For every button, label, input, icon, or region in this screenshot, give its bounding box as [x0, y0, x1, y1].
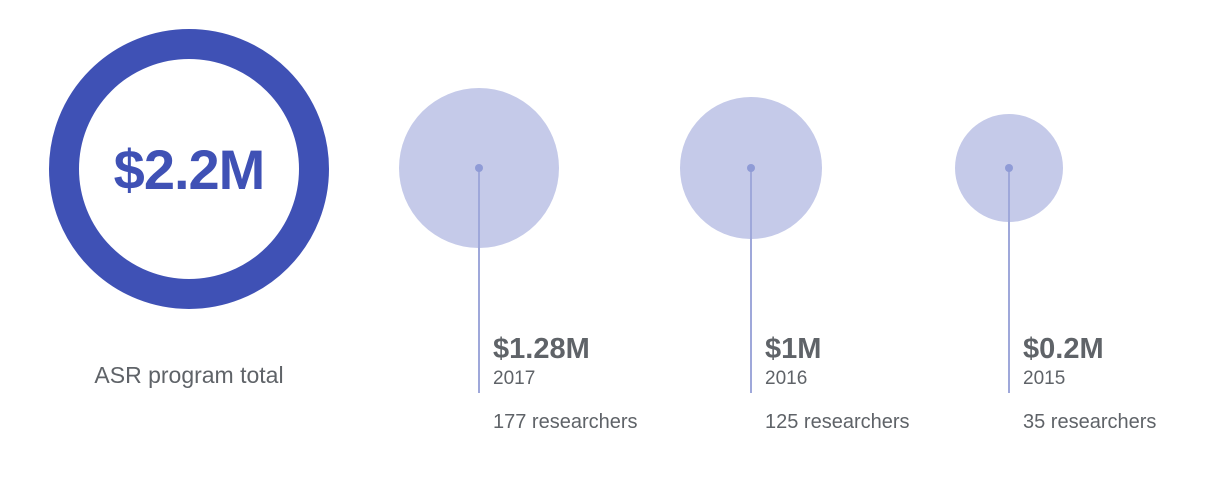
- label-block-2016: $1M 2016: [765, 332, 821, 392]
- total-ring: $2.2M: [49, 29, 329, 309]
- year-label-2016: 2016: [765, 368, 808, 389]
- total-label: ASR program total: [94, 362, 284, 388]
- dot-2016: [747, 164, 755, 172]
- researchers-label-2015: 35 researchers: [1023, 411, 1157, 433]
- year-label-2017: 2017: [493, 368, 536, 389]
- year-label-2015: 2015: [1023, 368, 1066, 389]
- amount-label-2015: $0.2M: [1023, 333, 1104, 365]
- researchers-label-2017: 177 researchers: [493, 411, 638, 433]
- dot-2017: [475, 164, 483, 172]
- amount-label-2017: $1.28M: [493, 333, 590, 365]
- researchers-label-2016: 125 researchers: [765, 411, 910, 433]
- stem-2016: [750, 168, 752, 393]
- stem-2017: [478, 168, 480, 393]
- stem-2015: [1008, 168, 1010, 393]
- label-block-2015: $0.2M 2015: [1023, 332, 1104, 392]
- total-value: $2.2M: [113, 137, 266, 201]
- label-block-2017: $1.28M 2017: [493, 332, 590, 392]
- dot-2015: [1005, 164, 1013, 172]
- amount-label-2016: $1M: [765, 333, 822, 365]
